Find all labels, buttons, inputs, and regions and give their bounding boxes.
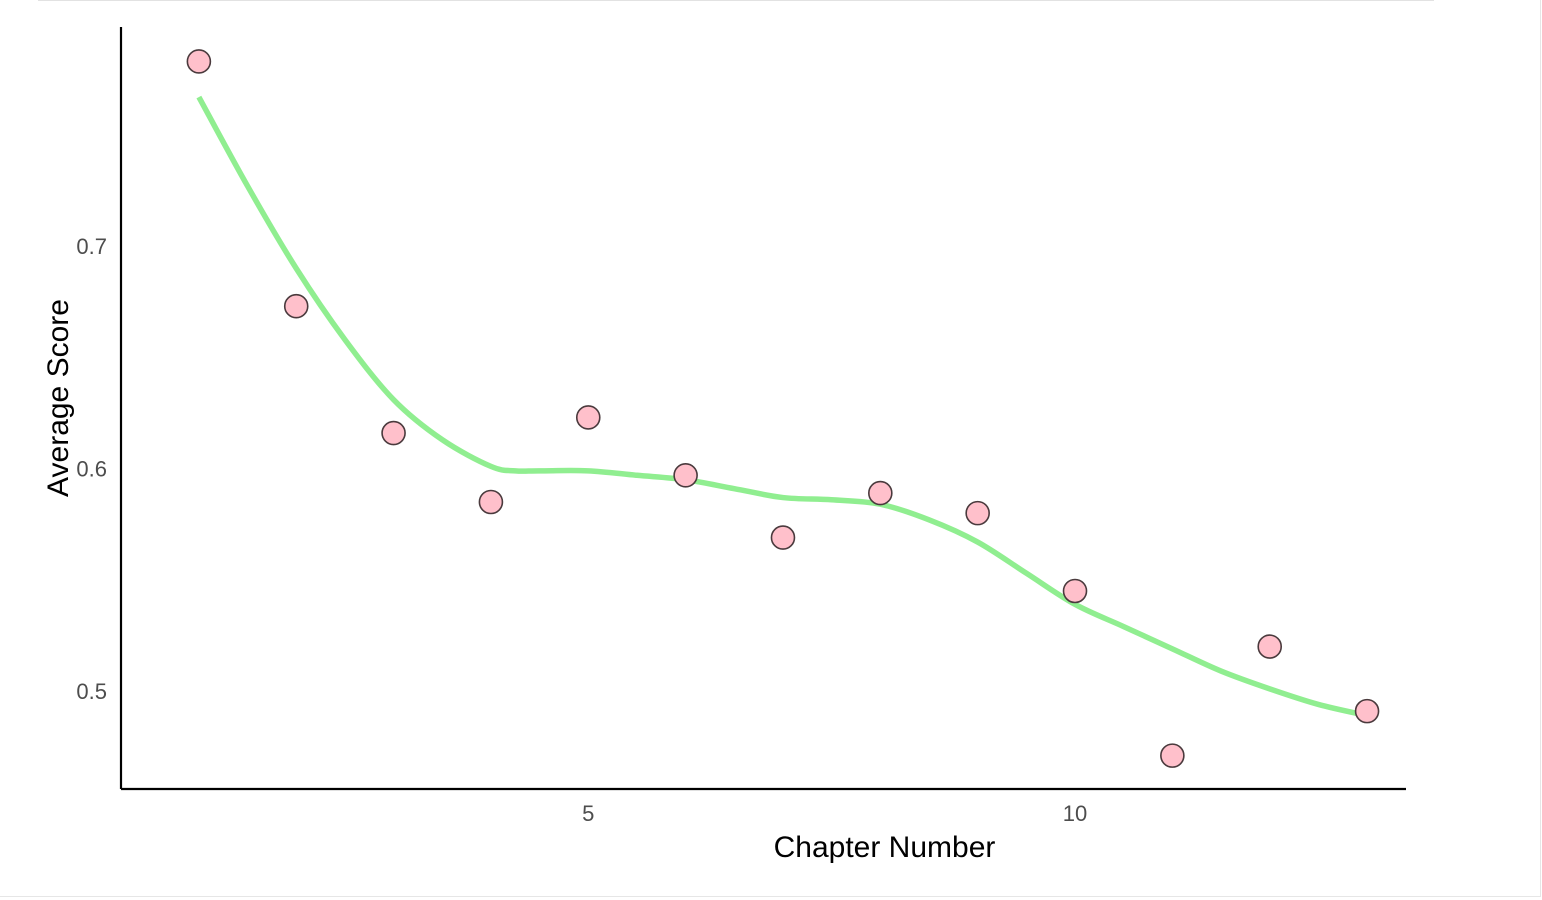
points-layer [186, 49, 1380, 768]
trend-layer [196, 95, 1368, 719]
data-point [1354, 698, 1380, 724]
data-point [1257, 634, 1283, 659]
x-tick-label: 5 [582, 801, 594, 826]
y-axis-title: Average Score [42, 299, 75, 497]
y-tick-label: 0.6 [76, 457, 107, 482]
data-point [673, 463, 698, 488]
data-point [478, 489, 504, 515]
ticks-layer: 5 10 0.5 0.6 0.7 [76, 234, 1087, 826]
data-point [381, 420, 406, 446]
data-point [283, 293, 309, 319]
axes-layer [119, 27, 1406, 791]
data-point [868, 480, 893, 506]
data-point [186, 49, 212, 74]
y-tick-label: 0.5 [76, 679, 107, 704]
x-axis-title: Chapter Number [774, 831, 996, 864]
y-tick-label: 0.7 [76, 234, 107, 259]
data-point [1160, 743, 1185, 768]
data-point [575, 405, 601, 430]
data-point [1062, 578, 1088, 604]
top-divider [38, 0, 1434, 1]
data-point [965, 500, 990, 526]
data-point [770, 525, 796, 550]
trend-line [196, 95, 1368, 719]
x-tick-label: 10 [1063, 801, 1087, 826]
